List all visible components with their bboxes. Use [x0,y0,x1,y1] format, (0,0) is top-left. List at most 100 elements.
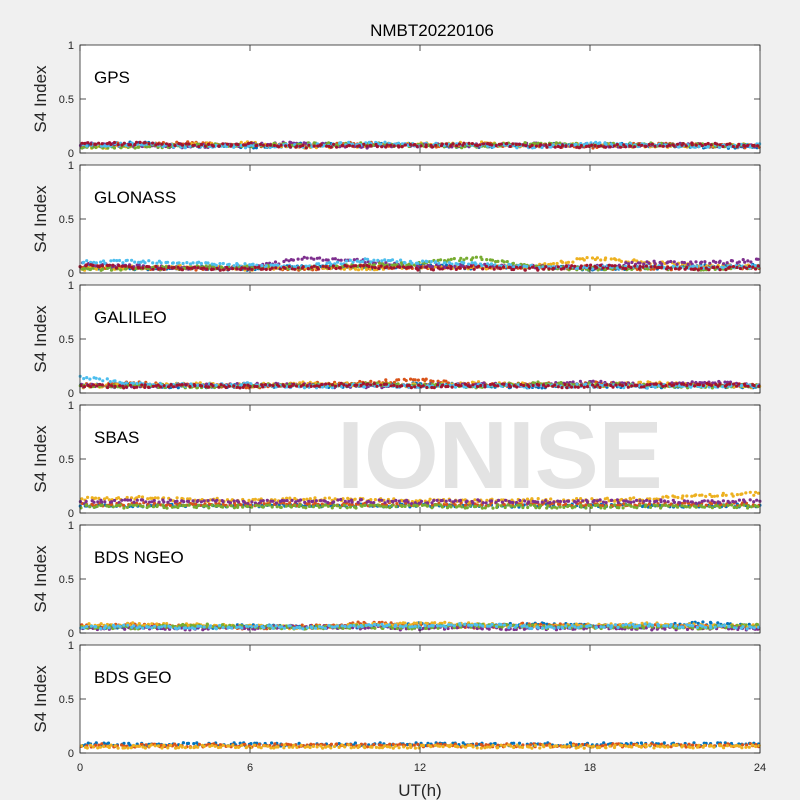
data-point [366,382,370,386]
data-point [395,260,399,264]
data-point [474,255,478,259]
data-point [486,144,490,148]
data-point [629,266,633,270]
data-point [400,142,405,146]
data-point [172,265,176,270]
data-point [320,382,324,387]
data-point [130,258,134,262]
data-point [408,142,412,147]
data-point [116,143,120,147]
data-point [219,383,223,387]
data-point [92,383,96,387]
data-point [715,142,719,146]
data-point [627,262,631,266]
data-point [424,143,428,147]
data-point [120,264,124,268]
data-point [268,383,272,387]
data-point [199,143,204,147]
data-point [358,264,362,268]
data-point [561,143,565,148]
data-point [171,261,175,265]
data-point [595,266,599,270]
data-point [100,144,104,148]
data-point [211,384,215,388]
data-point [151,141,155,145]
data-point [611,385,615,389]
figure-title: NMBT20220106 [370,21,494,40]
data-point [498,267,503,271]
data-point [467,262,471,266]
data-point [296,266,300,270]
data-point [151,267,155,271]
data-point [377,266,381,270]
data-point [354,267,358,271]
data-point [169,383,173,387]
data-point [735,145,739,149]
data-point [661,144,665,148]
data-point [312,264,316,268]
data-point [240,266,244,270]
data-point [301,383,305,387]
data-point [400,145,404,149]
data-point [511,142,515,146]
data-point [348,258,352,262]
data-point [669,259,673,264]
data-point [366,257,370,261]
y-tick-label: 0 [68,268,74,280]
data-point [579,144,583,148]
data-point [118,384,122,388]
data-point [221,268,226,272]
data-point [746,143,750,147]
data-point [746,259,750,263]
data-point [714,260,718,264]
data-point [725,142,729,146]
data-point [355,383,359,387]
data-point [141,266,145,270]
data-point [641,265,645,269]
data-point [416,378,420,382]
data-point [494,143,498,148]
data-point [376,258,380,262]
data-point [425,385,429,390]
data-point [732,382,736,386]
data-point [564,264,569,268]
data-point [440,142,444,146]
data-point [682,382,686,386]
y-tick-label: 1 [68,280,74,292]
data-point [633,264,637,268]
data-point [379,142,383,146]
data-point [718,382,722,386]
data-point [162,267,166,271]
data-point [89,385,93,389]
data-point [434,143,438,147]
data-point [499,142,503,146]
data-point [579,383,584,388]
data-point [155,261,159,265]
data-point [474,262,478,266]
data-point [276,263,280,267]
data-point [404,379,408,383]
data-point [440,267,444,271]
data-point [293,267,297,271]
data-point [531,265,535,269]
data-point [97,265,101,269]
data-point [403,261,407,265]
data-point [135,385,139,389]
data-point [590,143,594,147]
data-point [109,268,114,272]
data-point [463,266,467,270]
data-point [472,267,476,271]
data-point [615,142,619,147]
data-point [288,145,292,149]
data-point [560,386,564,390]
data-point [598,385,602,389]
data-point [751,265,755,269]
data-point [85,259,89,263]
data-point [728,265,732,269]
data-point [377,261,382,265]
data-point [83,141,87,146]
data-point [605,383,609,387]
data-point [536,268,540,272]
data-point [131,381,135,385]
data-point [650,142,655,146]
